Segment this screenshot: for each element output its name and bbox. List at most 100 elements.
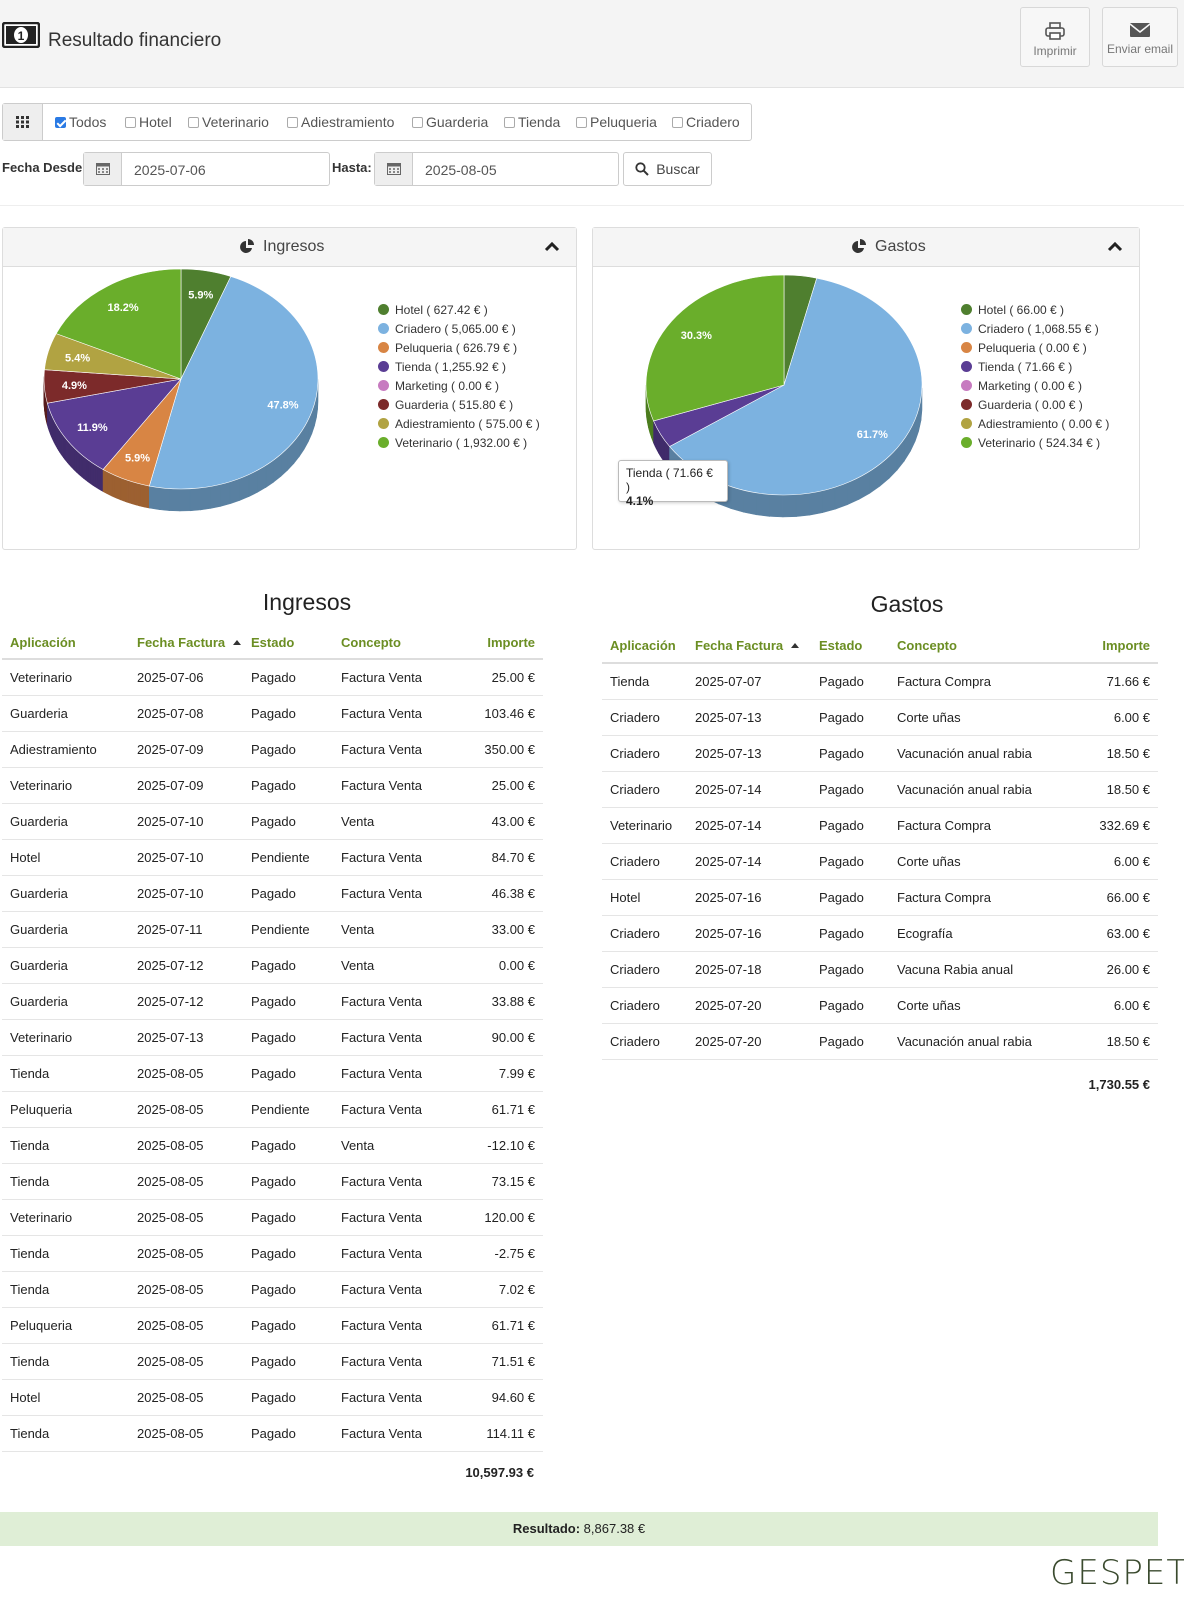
table-row[interactable]: Hotel 2025-08-05 Pagado Factura Venta 94.60 … (2, 1380, 543, 1416)
table-row[interactable]: Guarderia 2025-07-11 Pendiente Venta 33.00 € (2, 912, 543, 948)
pie-slice-criadero[interactable] (148, 276, 319, 490)
table-row[interactable]: Criadero 2025-07-16 Pagado Ecografía 63.00 € (602, 916, 1158, 952)
table-row[interactable]: Tienda 2025-08-05 Pagado Factura Venta 7.99 … (2, 1056, 543, 1092)
column-header[interactable]: Importe (487, 635, 535, 650)
column-header[interactable]: Estado (819, 638, 862, 653)
table-row[interactable]: Veterinario 2025-07-13 Pagado Factura Venta… (2, 1020, 543, 1056)
column-header[interactable]: Aplicación (610, 638, 676, 653)
date-to-field[interactable]: 2025-08-05 (374, 152, 619, 186)
table-cell: Pagado (819, 710, 864, 725)
legend-item-peluqueria[interactable]: Peluqueria ( 626.79 € ) (378, 338, 540, 357)
filter-label: Criadero (686, 114, 740, 130)
filter-label: Todos (69, 114, 107, 130)
table-row[interactable]: Tienda 2025-08-05 Pagado Factura Venta 114.1… (2, 1416, 543, 1452)
sort-ascending-icon[interactable] (791, 643, 800, 648)
collapse-chevron-icon[interactable] (1107, 241, 1123, 252)
legend-label: Tienda ( 71.66 € ) (978, 359, 1073, 374)
legend-item-veterinario[interactable]: Veterinario ( 1,932.00 € ) (378, 433, 540, 452)
column-header[interactable]: Concepto (897, 638, 957, 653)
filter-guarderia[interactable]: Guarderia (412, 114, 488, 130)
legend-item-adiestramiento[interactable]: Adiestramiento ( 0.00 € ) (961, 414, 1109, 433)
legend-swatch (961, 437, 972, 448)
table-cell: Factura Compra (897, 890, 991, 905)
checkbox-hotel[interactable] (125, 116, 136, 128)
legend-item-adiestramiento[interactable]: Adiestramiento ( 575.00 € ) (378, 414, 540, 433)
legend-item-tienda[interactable]: Tienda ( 1,255.92 € ) (378, 357, 540, 376)
column-header[interactable]: Importe (1102, 638, 1150, 653)
date-from-field[interactable]: 2025-07-06 (83, 152, 330, 186)
table-row[interactable]: Veterinario 2025-07-06 Pagado Factura Venta… (2, 660, 543, 696)
pie-slice-tienda[interactable] (46, 378, 182, 470)
table-row[interactable]: Criadero 2025-07-13 Pagado Corte uñas 6.00 € (602, 700, 1158, 736)
filter-adiestramiento[interactable]: Adiestramiento (287, 114, 394, 130)
pie-slice-label: 5.9% (188, 290, 213, 302)
filter-tienda[interactable]: Tienda (504, 114, 560, 130)
table-cell: Criadero (610, 746, 660, 761)
table-row[interactable]: Peluqueria 2025-08-05 Pendiente Factura Ven… (2, 1092, 543, 1128)
table-row[interactable]: Tienda 2025-08-05 Pagado Factura Venta 71.51… (2, 1344, 543, 1380)
legend-item-guarderia[interactable]: Guarderia ( 515.80 € ) (378, 395, 540, 414)
checkbox-tienda[interactable] (504, 116, 515, 128)
legend-item-peluqueria[interactable]: Peluqueria ( 0.00 € ) (961, 338, 1109, 357)
table-row[interactable]: Guarderia 2025-07-12 Pagado Factura Venta 33… (2, 984, 543, 1020)
table-row[interactable]: Veterinario 2025-07-09 Pagado Factura Venta… (2, 768, 543, 804)
table-row[interactable]: Tienda 2025-08-05 Pagado Factura Venta 7.02 … (2, 1272, 543, 1308)
legend-item-guarderia[interactable]: Guarderia ( 0.00 € ) (961, 395, 1109, 414)
table-row[interactable]: Criadero 2025-07-13 Pagado Vacunación anual… (602, 736, 1158, 772)
legend-item-tienda[interactable]: Tienda ( 71.66 € ) (961, 357, 1109, 376)
table-row[interactable]: Criadero 2025-07-14 Pagado Vacunación anual… (602, 772, 1158, 808)
checkbox-criadero[interactable] (672, 116, 683, 128)
column-header[interactable]: Fecha Factura (137, 635, 242, 650)
legend-item-veterinario[interactable]: Veterinario ( 524.34 € ) (961, 433, 1109, 452)
calendar-addon[interactable] (375, 153, 413, 185)
table-cell: Factura Venta (341, 1390, 422, 1405)
table-row[interactable]: Hotel 2025-07-10 Pendiente Factura Venta 84.… (2, 840, 543, 876)
result-bar: Resultado: 8,867.38 € (0, 1512, 1158, 1546)
filter-veterinario[interactable]: Veterinario (188, 114, 269, 130)
calendar-addon[interactable] (84, 153, 122, 185)
table-row[interactable]: Criadero 2025-07-20 Pagado Vacunación anual… (602, 1024, 1158, 1060)
pie-slice-veterinario[interactable] (55, 268, 182, 380)
legend-item-criadero[interactable]: Criadero ( 5,065.00 € ) (378, 319, 540, 338)
legend-item-hotel[interactable]: Hotel ( 66.00 € ) (961, 300, 1109, 319)
table-row[interactable]: Veterinario 2025-07-14 Pagado Factura Compr… (602, 808, 1158, 844)
pie-slice-veterinario[interactable] (645, 274, 785, 422)
table-row[interactable]: Hotel 2025-07-16 Pagado Factura Compra 66.00… (602, 880, 1158, 916)
collapse-chevron-icon[interactable] (544, 241, 560, 252)
column-header[interactable]: Concepto (341, 635, 401, 650)
legend-item-marketing[interactable]: Marketing ( 0.00 € ) (378, 376, 540, 395)
filter-todos[interactable]: Todos (55, 114, 106, 130)
send-email-button[interactable]: Enviar email (1102, 7, 1178, 67)
column-header[interactable]: Estado (251, 635, 294, 650)
table-row[interactable]: Tienda 2025-08-05 Pagado Venta -12.10 € (2, 1128, 543, 1164)
table-row[interactable]: Veterinario 2025-08-05 Pagado Factura Venta… (2, 1200, 543, 1236)
legend-item-marketing[interactable]: Marketing ( 0.00 € ) (961, 376, 1109, 395)
table-row[interactable]: Tienda 2025-08-05 Pagado Factura Venta 73.15… (2, 1164, 543, 1200)
legend-item-hotel[interactable]: Hotel ( 627.42 € ) (378, 300, 540, 319)
table-row[interactable]: Guarderia 2025-07-08 Pagado Factura Venta 10… (2, 696, 543, 732)
table-row[interactable]: Adiestramiento 2025-07-09 Pagado Factura Ve… (2, 732, 543, 768)
column-header[interactable]: Aplicación (10, 635, 76, 650)
table-row[interactable]: Tienda 2025-08-05 Pagado Factura Venta -2.75… (2, 1236, 543, 1272)
table-row[interactable]: Criadero 2025-07-14 Pagado Corte uñas 6.00 € (602, 844, 1158, 880)
table-row[interactable]: Tienda 2025-07-07 Pagado Factura Compra 71.6… (602, 664, 1158, 700)
filter-hotel[interactable]: Hotel (125, 114, 172, 130)
filter-peluqueria[interactable]: Peluqueria (576, 114, 657, 130)
table-row[interactable]: Criadero 2025-07-20 Pagado Corte uñas 6.00 € (602, 988, 1158, 1024)
print-button[interactable]: Imprimir (1020, 7, 1090, 67)
legend-item-criadero[interactable]: Criadero ( 1,068.55 € ) (961, 319, 1109, 338)
table-row[interactable]: Guarderia 2025-07-10 Pagado Factura Venta 46… (2, 876, 543, 912)
table-row[interactable]: Guarderia 2025-07-10 Pagado Venta 43.00 € (2, 804, 543, 840)
table-row[interactable]: Guarderia 2025-07-12 Pagado Venta 0.00 € (2, 948, 543, 984)
search-button[interactable]: Buscar (623, 152, 712, 186)
table-row[interactable]: Peluqueria 2025-08-05 Pagado Factura Venta 6… (2, 1308, 543, 1344)
filter-criadero[interactable]: Criadero (672, 114, 740, 130)
checkbox-adiestramiento[interactable] (287, 116, 298, 128)
checkbox-todos[interactable] (55, 116, 66, 128)
table-row[interactable]: Criadero 2025-07-18 Pagado Vacuna Rabia anu… (602, 952, 1158, 988)
column-header[interactable]: Fecha Factura (695, 638, 800, 653)
sort-ascending-icon[interactable] (233, 640, 242, 645)
checkbox-guarderia[interactable] (412, 116, 423, 128)
checkbox-peluqueria[interactable] (576, 116, 587, 128)
checkbox-veterinario[interactable] (188, 116, 199, 128)
